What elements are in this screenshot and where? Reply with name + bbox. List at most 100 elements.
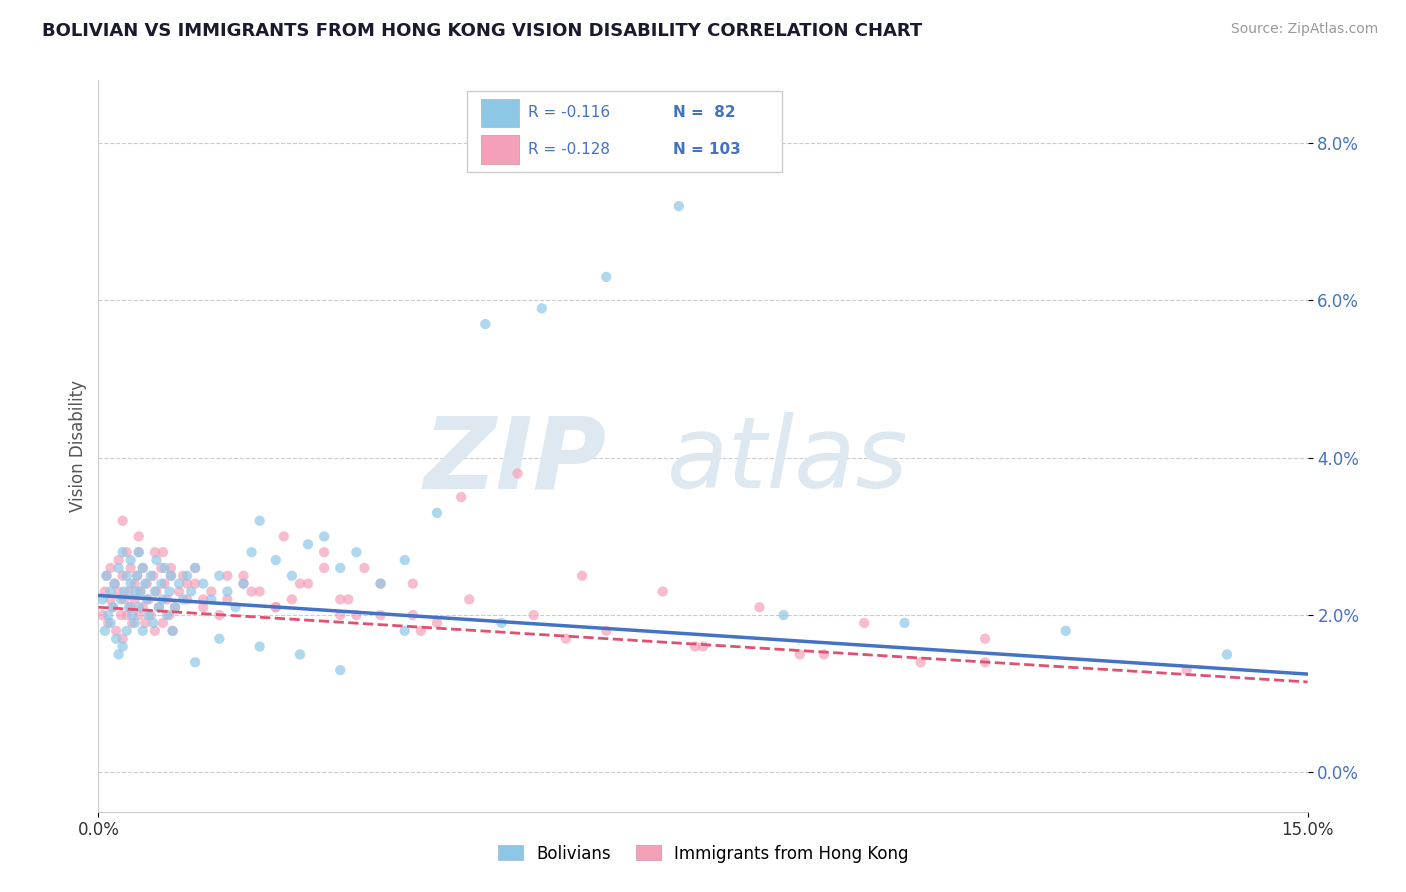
Point bbox=[152, 545, 174, 559]
Point bbox=[172, 592, 194, 607]
Point bbox=[153, 561, 176, 575]
Point bbox=[111, 568, 134, 582]
Point bbox=[314, 529, 336, 543]
Point bbox=[124, 615, 146, 630]
Point bbox=[329, 592, 352, 607]
Point bbox=[208, 632, 231, 646]
Point bbox=[232, 568, 254, 582]
Point bbox=[101, 600, 124, 615]
Point bbox=[184, 655, 207, 669]
Point bbox=[208, 568, 231, 582]
Point bbox=[329, 561, 352, 575]
Point bbox=[156, 592, 179, 607]
Text: BOLIVIAN VS IMMIGRANTS FROM HONG KONG VISION DISABILITY CORRELATION CHART: BOLIVIAN VS IMMIGRANTS FROM HONG KONG VI… bbox=[42, 22, 922, 40]
Point bbox=[121, 608, 143, 623]
Point bbox=[129, 584, 152, 599]
Point bbox=[474, 317, 496, 331]
Point bbox=[240, 545, 263, 559]
Point bbox=[100, 561, 122, 575]
Point bbox=[249, 640, 271, 654]
Point bbox=[249, 514, 271, 528]
Point bbox=[111, 640, 134, 654]
Point bbox=[142, 615, 165, 630]
Point bbox=[748, 600, 770, 615]
Text: R = -0.128: R = -0.128 bbox=[527, 142, 610, 156]
Point bbox=[163, 600, 186, 615]
Point bbox=[217, 568, 239, 582]
Point bbox=[111, 545, 134, 559]
Point bbox=[217, 592, 239, 607]
Point bbox=[974, 655, 997, 669]
Point bbox=[107, 553, 129, 567]
Point bbox=[232, 576, 254, 591]
Point bbox=[148, 600, 170, 615]
Point bbox=[107, 561, 129, 575]
Point bbox=[184, 561, 207, 575]
Point bbox=[184, 576, 207, 591]
Point bbox=[120, 553, 142, 567]
Point bbox=[132, 561, 155, 575]
Y-axis label: Vision Disability: Vision Disability bbox=[69, 380, 87, 512]
Point bbox=[134, 615, 156, 630]
Point bbox=[135, 592, 157, 607]
Point bbox=[162, 624, 184, 638]
Point bbox=[128, 529, 150, 543]
Point bbox=[103, 576, 125, 591]
Point bbox=[595, 269, 617, 284]
Point bbox=[91, 608, 114, 623]
Point bbox=[172, 568, 194, 582]
Point bbox=[176, 576, 198, 591]
Point bbox=[163, 600, 186, 615]
Point bbox=[789, 648, 811, 662]
Point bbox=[110, 608, 132, 623]
Point bbox=[128, 545, 150, 559]
Point bbox=[145, 553, 167, 567]
Point bbox=[139, 568, 162, 582]
Point bbox=[402, 608, 425, 623]
Point bbox=[394, 624, 416, 638]
Point bbox=[118, 600, 141, 615]
Point bbox=[200, 584, 222, 599]
Point bbox=[337, 592, 360, 607]
Point bbox=[135, 576, 157, 591]
Point bbox=[100, 584, 122, 599]
Point bbox=[153, 576, 176, 591]
Point bbox=[273, 529, 295, 543]
Point bbox=[134, 576, 156, 591]
Text: ZIP: ZIP bbox=[423, 412, 606, 509]
Point bbox=[264, 600, 287, 615]
Point bbox=[530, 301, 553, 316]
Point bbox=[344, 608, 367, 623]
Point bbox=[491, 615, 513, 630]
Point bbox=[101, 600, 124, 615]
Point bbox=[111, 632, 134, 646]
Point bbox=[124, 576, 146, 591]
Point bbox=[97, 615, 120, 630]
Point bbox=[571, 568, 593, 582]
Point bbox=[167, 576, 190, 591]
Point bbox=[450, 490, 472, 504]
Point bbox=[91, 592, 114, 607]
Point bbox=[150, 576, 173, 591]
Point bbox=[288, 576, 311, 591]
Point bbox=[128, 545, 150, 559]
Point bbox=[138, 608, 160, 623]
Point bbox=[180, 584, 202, 599]
Point bbox=[157, 584, 180, 599]
Text: N =  82: N = 82 bbox=[672, 105, 735, 120]
Point bbox=[120, 576, 142, 591]
Point bbox=[138, 592, 160, 607]
Point bbox=[200, 592, 222, 607]
Point bbox=[143, 584, 166, 599]
Point bbox=[94, 624, 117, 638]
Point bbox=[1054, 624, 1077, 638]
Point bbox=[353, 561, 375, 575]
Point bbox=[813, 648, 835, 662]
Point bbox=[240, 584, 263, 599]
Point bbox=[1175, 663, 1198, 677]
Point bbox=[127, 568, 149, 582]
Point bbox=[176, 592, 198, 607]
Point bbox=[132, 600, 155, 615]
Point bbox=[370, 576, 392, 591]
Point bbox=[107, 584, 129, 599]
